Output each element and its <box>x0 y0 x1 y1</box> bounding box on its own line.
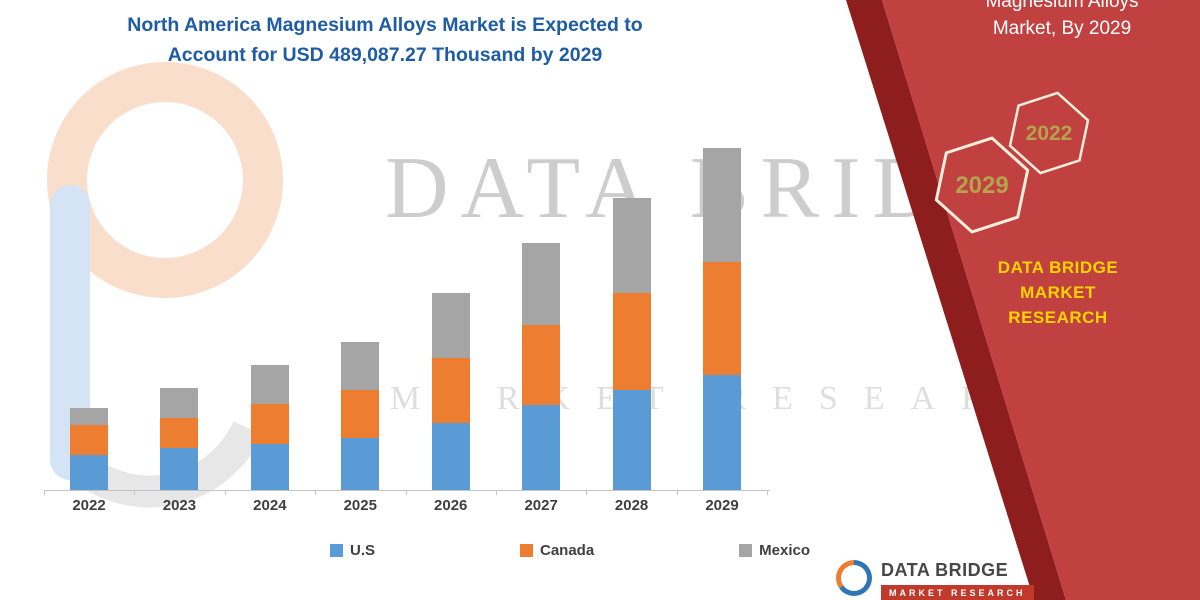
bar-segment-2027-mexico <box>522 243 561 326</box>
x-axis-line <box>44 490 770 491</box>
legend-item-mexico: Mexico <box>739 542 810 559</box>
chart-title: North America Magnesium Alloys Market is… <box>55 10 715 70</box>
brand-line2: RESEARCH <box>1008 308 1108 327</box>
legend-item-us: U.S <box>330 542 375 559</box>
x-axis-label-2027: 2027 <box>524 497 558 514</box>
bar-2028 <box>612 197 651 490</box>
bar-segment-2025-canada <box>341 390 380 439</box>
legend-swatch-us <box>330 544 343 557</box>
x-axis-label-2026: 2026 <box>434 497 468 514</box>
chart-title-line2: Account for USD 489,087.27 Thousand by 2… <box>167 44 603 66</box>
legend-swatch-mexico <box>739 544 753 557</box>
footer-brand-name: DATA BRIDGE <box>881 560 1009 580</box>
bar-segment-2029-canada <box>703 262 741 375</box>
watermark-text-secondary: MARKET RESEARCH <box>390 380 1110 417</box>
legend-item-canada: Canada <box>519 542 595 559</box>
bar-segment-2026-us <box>431 422 470 490</box>
bar-segment-2028-canada <box>612 292 651 390</box>
ribbon-heading-line1: Magnesium Alloys <box>985 0 1139 12</box>
brand-name-text: DATA BRIDGE MARKET RESEARCH <box>958 255 1158 330</box>
brand-line1: DATA BRIDGE MARKET <box>997 258 1119 302</box>
ribbon-heading-line2: Market, By 2029 <box>992 18 1132 39</box>
legend-label-us: U.S <box>350 542 376 559</box>
footer-brand-tagline: MARKET RESEARCH <box>881 585 1034 600</box>
data-bridge-logo-icon <box>836 560 872 596</box>
x-axis-label-2029: 2029 <box>705 497 739 514</box>
chart-title-line1: North America Magnesium Alloys Market is… <box>127 14 643 36</box>
bar-segment-2025-us <box>341 438 380 490</box>
bar-2025 <box>341 341 380 490</box>
faint-brand-logo <box>47 62 283 508</box>
legend-label-mexico: Mexico <box>759 542 810 559</box>
legend: U.S Canada Mexico <box>330 542 810 559</box>
legend-swatch-canada <box>519 544 533 557</box>
logo-orange-ring <box>47 62 283 298</box>
footer-brand-logo: DATA BRIDGE MARKET RESEARCH <box>836 560 1034 600</box>
bar-segment-2026-mexico <box>431 292 470 358</box>
x-axis-label-2028: 2028 <box>614 497 649 514</box>
bar-segment-2025-mexico <box>341 341 380 391</box>
logo-gray-arc <box>75 421 263 508</box>
bar-2027 <box>522 243 561 490</box>
ribbon-heading: Magnesium Alloys Market, By 2029 <box>942 0 1182 42</box>
watermark-text-primary: DATA BRIDGE <box>385 140 1090 237</box>
legend-label-canada: Canada <box>539 542 595 559</box>
x-axis-label-2025: 2025 <box>343 497 377 514</box>
